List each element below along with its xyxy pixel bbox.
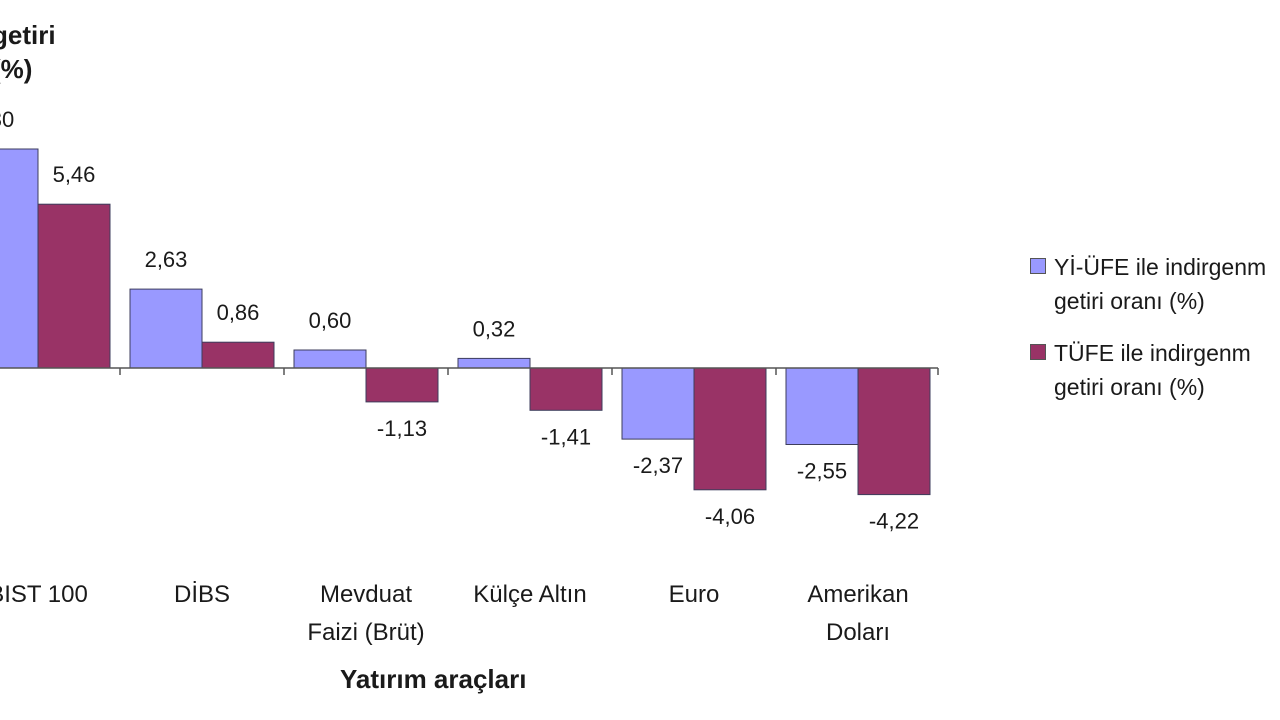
legend: Yİ-ÜFE ile indirgenm getiri oranı (%) TÜ… <box>1030 250 1266 422</box>
data-label-s2-c2: 0,86 <box>217 300 260 325</box>
category-label-c6-line-1: Amerikan <box>807 581 908 608</box>
data-label-s2-c4: -1,41 <box>541 424 591 449</box>
category-label-c2: DİBS <box>174 581 230 608</box>
bar-s2-c4 <box>529 367 603 411</box>
y-axis-title-line-1: getiri <box>0 20 56 50</box>
category-label-c1: BIST 100 <box>0 581 88 608</box>
data-label-s1-c2: 2,63 <box>145 247 188 272</box>
y-axis-title-line-2: (%) <box>0 54 33 84</box>
x-axis-title: Yatırım araçları <box>340 664 527 694</box>
category-label-c5: Euro <box>669 581 720 608</box>
bar-s1-c2 <box>129 288 203 369</box>
legend-label-tufe-line-2: getiri oranı (%) <box>1054 374 1205 400</box>
data-label-s2-c6: -4,22 <box>869 509 919 534</box>
legend-label-yi-ufe-line-1: Yİ-ÜFE ile indirgenm <box>1054 254 1267 280</box>
legend-item-yi-ufe: Yİ-ÜFE ile indirgenm getiri oranı (%) <box>1030 250 1266 318</box>
bar-s1-c6 <box>785 367 859 445</box>
bar-s1-c4 <box>457 357 531 369</box>
bar-s2-c5 <box>693 367 767 491</box>
data-label-s2-c1: 5,46 <box>53 162 96 187</box>
bar-s2-c1 <box>37 203 111 369</box>
data-label-s2-c5: -4,06 <box>705 504 755 529</box>
category-label-c4: Külçe Altın <box>473 581 586 608</box>
y-axis-title: getiri (%) <box>0 18 56 86</box>
bar-s2-c2 <box>201 341 275 369</box>
legend-swatch-tufe <box>1030 344 1046 360</box>
data-label-s1-c5: -2,37 <box>633 453 683 478</box>
data-label-s1-c4: 0,32 <box>473 316 516 341</box>
data-label-s1-c6: -2,55 <box>797 459 847 484</box>
bar-s2-c3 <box>365 367 439 403</box>
bar-s1-c1 <box>0 148 39 369</box>
category-label-c3-line-1: Mevduat <box>320 581 412 608</box>
data-label-s2-c3: -1,13 <box>377 416 427 441</box>
data-label-s1-c3: 0,60 <box>309 308 352 333</box>
bar-s1-c5 <box>621 367 695 440</box>
legend-label-yi-ufe-line-2: getiri oranı (%) <box>1054 288 1205 314</box>
bar-s2-c6 <box>857 367 931 496</box>
category-label-c3-line-2: Faizi (Brüt) <box>307 619 424 646</box>
data-label-s1-c1: 30 <box>0 107 14 132</box>
category-label-c6-line-2: Doları <box>826 619 890 646</box>
legend-item-tufe: TÜFE ile indirgenm getiri oranı (%) <box>1030 336 1266 404</box>
legend-swatch-yi-ufe <box>1030 258 1046 274</box>
bar-s1-c3 <box>293 349 367 369</box>
legend-label-tufe-line-1: TÜFE ile indirgenm <box>1054 340 1251 366</box>
